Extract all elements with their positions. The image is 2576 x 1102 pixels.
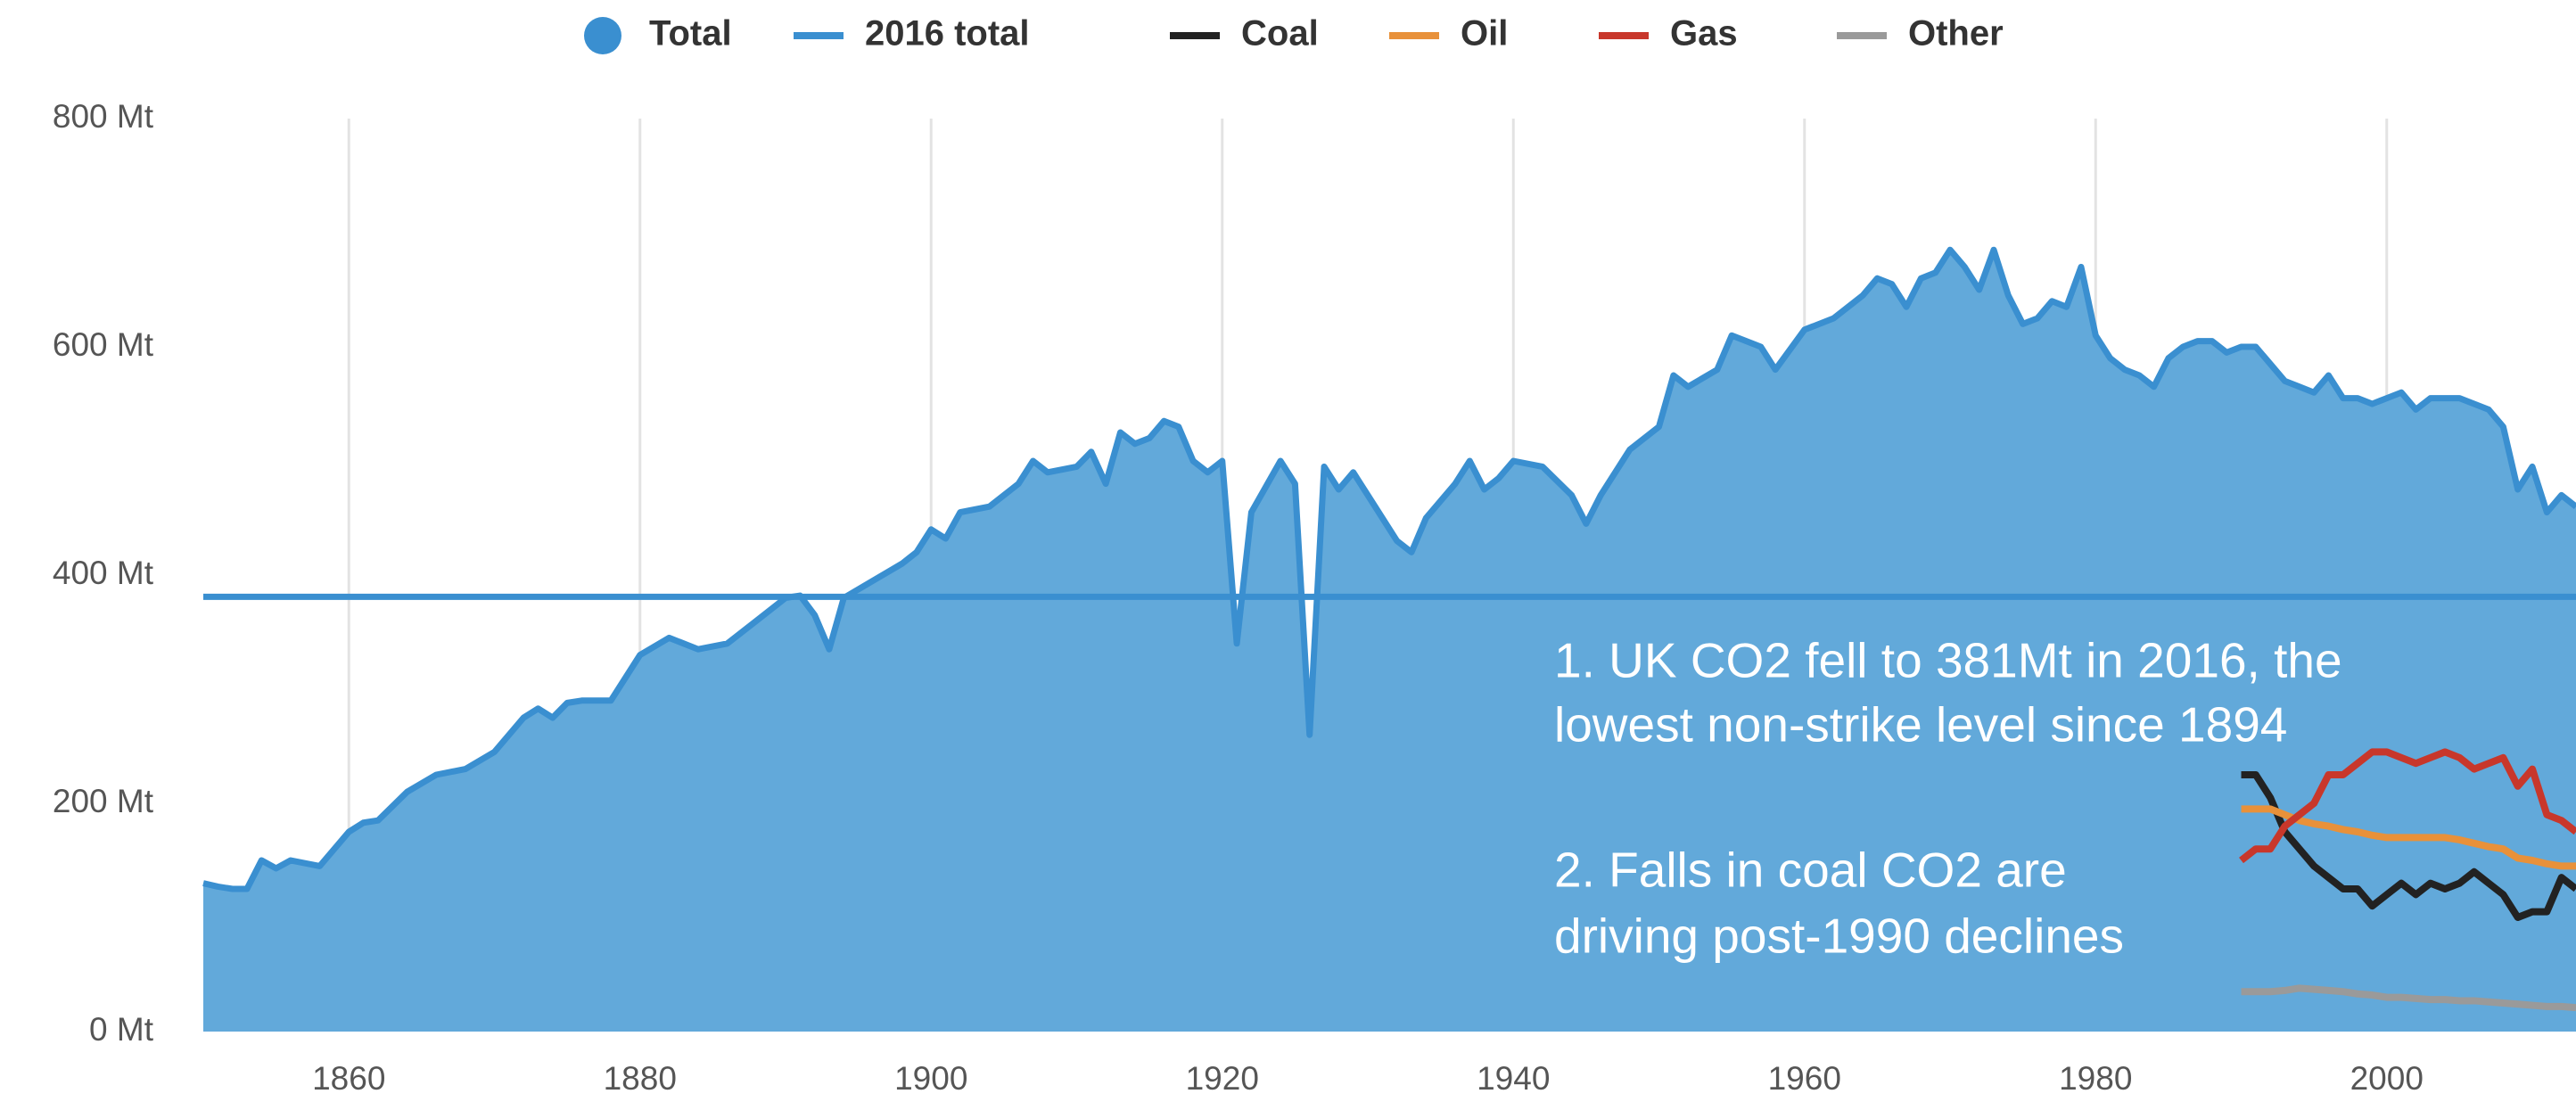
annotation: 2. Falls in coal CO2 are <box>1554 843 2067 898</box>
y-tick-label: 800 Mt <box>53 98 154 135</box>
series-line <box>2239 748 2576 864</box>
legend-label: 2016 total <box>865 14 1030 53</box>
series-line <box>2241 984 2576 1012</box>
x-tick-label: 2000 <box>2350 1060 2424 1097</box>
x-tick-label: 1960 <box>1768 1060 1841 1097</box>
y-tick-label: 600 Mt <box>53 326 154 363</box>
annotation: driving post-1990 declines <box>1554 909 2124 964</box>
y-tick-label: 0 Mt <box>89 1011 154 1048</box>
series-line <box>2241 771 2576 921</box>
y-tick-label: 200 Mt <box>53 783 154 819</box>
legend-label: Coal <box>1241 14 1319 53</box>
legend-label: Oil <box>1461 14 1508 53</box>
x-tick-label: 1860 <box>312 1060 385 1097</box>
y-tick-label: 400 Mt <box>53 555 154 591</box>
legend-swatch <box>584 17 621 54</box>
x-tick-label: 1900 <box>894 1060 967 1097</box>
legend-label: Gas <box>1670 14 1738 53</box>
x-tick-label: 1980 <box>2059 1060 2132 1097</box>
legend-label: Other <box>1908 14 2004 53</box>
x-tick-label: 1940 <box>1477 1060 1550 1097</box>
annotation: lowest non-strike level since 1894 <box>1554 697 2287 752</box>
area-line <box>202 246 2576 892</box>
x-tick-label: 1880 <box>604 1060 677 1097</box>
legend-label: Total <box>649 14 732 53</box>
area <box>203 250 2576 1032</box>
annotation: 1. UK CO2 fell to 381Mt in 2016, the <box>1554 633 2342 688</box>
x-tick-label: 1920 <box>1186 1060 1259 1097</box>
